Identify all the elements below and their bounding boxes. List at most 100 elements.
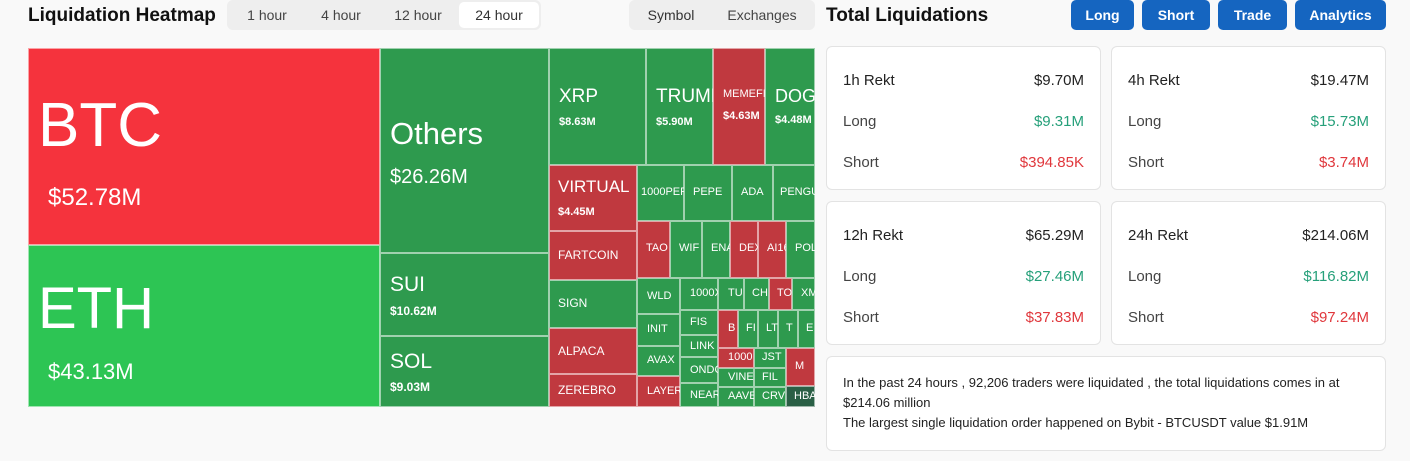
tile-label: NEAR xyxy=(690,389,718,401)
tile-label: TU xyxy=(728,287,743,299)
tile-fartcoin[interactable]: FARTCOIN xyxy=(549,231,637,280)
tile-wif[interactable]: WIF xyxy=(670,221,702,278)
tab-1-hour[interactable]: 1 hour xyxy=(247,7,287,23)
tile-tu[interactable]: TU xyxy=(718,278,744,310)
rekt-label: 4h Rekt xyxy=(1128,72,1180,89)
tile-sui[interactable]: SUI $10.62M xyxy=(380,253,549,336)
tile-t[interactable]: T xyxy=(778,310,798,348)
analytics-button[interactable]: Analytics xyxy=(1295,0,1386,30)
card-12h-rekt: 12h Rekt $65.29M Long $27.46M Short $37.83M xyxy=(826,201,1101,345)
time-range-tabs: 1 hour 4 hour 12 hour 24 hour xyxy=(227,0,541,30)
tile-label: VINE xyxy=(728,371,754,383)
tile-value: $26.26M xyxy=(390,166,468,188)
tile-xrp[interactable]: XRP $8.63M xyxy=(549,48,646,165)
tile-label: 1000 xyxy=(728,351,753,363)
tile-link[interactable]: LINK xyxy=(680,335,718,357)
tile-tao[interactable]: TAO xyxy=(637,221,670,278)
tile-others[interactable]: Others $26.26M xyxy=(380,48,549,253)
tile-btc[interactable]: BTC $52.78M xyxy=(28,48,380,245)
tile-pol[interactable]: POL xyxy=(786,221,815,278)
card-1h-rekt: 1h Rekt $9.70M Long $9.31M Short $394.85K xyxy=(826,46,1101,190)
tile-value: $4.63M xyxy=(723,110,760,122)
tile-layer[interactable]: LAYER xyxy=(637,376,680,407)
rekt-value: $9.70M xyxy=(1033,72,1084,89)
tile-m[interactable]: M xyxy=(786,348,815,386)
tile-dex[interactable]: DEX xyxy=(730,221,758,278)
long-value: $15.73M xyxy=(1310,113,1369,130)
short-button[interactable]: Short xyxy=(1142,0,1210,30)
tile-label: CH xyxy=(752,287,768,299)
tile-memefi[interactable]: MEMEFI $4.63M xyxy=(713,48,765,165)
tile-lt[interactable]: LT xyxy=(758,310,778,348)
tile-wld[interactable]: WLD xyxy=(637,278,680,314)
tile-to[interactable]: TO xyxy=(769,278,792,310)
tile-ena[interactable]: ENA xyxy=(702,221,730,278)
tile-1000pepe[interactable]: 1000PEPE xyxy=(637,165,684,221)
tab-24-hour[interactable]: 24 hour xyxy=(459,2,539,28)
tile-label: ETH xyxy=(38,276,154,341)
tile-alpaca[interactable]: ALPACA xyxy=(549,328,637,374)
tile-label: XM xyxy=(801,287,815,299)
tile-label: Others xyxy=(390,116,484,151)
tab-symbol[interactable]: Symbol xyxy=(631,2,711,28)
tile-ai16z[interactable]: AI16Z xyxy=(758,221,786,278)
trade-button[interactable]: Trade xyxy=(1218,0,1287,30)
tile-pepe[interactable]: PEPE xyxy=(684,165,732,221)
tile-sign[interactable]: SIGN xyxy=(549,280,637,328)
tab-4-hour[interactable]: 4 hour xyxy=(321,7,361,23)
tile-1000x[interactable]: 1000X xyxy=(680,278,718,310)
tile-ch[interactable]: CH xyxy=(744,278,769,310)
tile-label: LAYER xyxy=(647,385,680,397)
tile-label: MEMEFI xyxy=(723,88,765,100)
short-label: Short xyxy=(1128,309,1164,326)
tile-label: WIF xyxy=(679,242,700,254)
tile-value: $52.78M xyxy=(48,184,142,211)
tile-label: DEX xyxy=(739,242,758,254)
tile-doge[interactable]: DOGE $4.48M xyxy=(765,48,815,165)
tile-init[interactable]: INIT xyxy=(637,314,680,346)
tile-1000b[interactable]: 1000 xyxy=(718,348,754,368)
tile-jst[interactable]: JST xyxy=(754,348,786,368)
tile-fis[interactable]: FIS xyxy=(680,310,718,335)
tile-e[interactable]: E xyxy=(798,310,815,348)
tile-label: JST xyxy=(762,351,782,363)
tile-label: ZEREBRO xyxy=(558,383,617,397)
tile-label: 1000X xyxy=(690,287,718,299)
tile-fi[interactable]: FI xyxy=(738,310,758,348)
tab-12-hour[interactable]: 12 hour xyxy=(394,7,442,23)
tab-exchanges[interactable]: Exchanges xyxy=(727,7,797,23)
tile-fil[interactable]: FIL xyxy=(754,368,786,387)
tile-xm[interactable]: XM xyxy=(792,278,815,310)
short-label: Short xyxy=(843,309,879,326)
tile-near[interactable]: NEAR xyxy=(680,383,718,407)
tile-value: $10.62M xyxy=(390,304,437,318)
long-button[interactable]: Long xyxy=(1071,0,1134,30)
tile-label: POL xyxy=(795,242,815,254)
tile-avax[interactable]: AVAX xyxy=(637,346,680,376)
tile-label: VIRTUAL xyxy=(558,177,630,196)
tile-label: SIGN xyxy=(558,296,588,310)
tile-value: $4.45M xyxy=(558,206,595,218)
tile-b[interactable]: B xyxy=(718,310,738,348)
tile-label: HBAR xyxy=(794,390,815,402)
tile-aave[interactable]: AAVE xyxy=(718,387,754,407)
tile-ada[interactable]: ADA xyxy=(732,165,773,221)
tile-ondo[interactable]: ONDO xyxy=(680,357,718,383)
short-value: $97.24M xyxy=(1310,309,1369,326)
tile-virtual[interactable]: VIRTUAL $4.45M xyxy=(549,165,637,231)
total-liquidations-title: Total Liquidations xyxy=(826,5,989,26)
tile-eth[interactable]: ETH $43.13M xyxy=(28,245,380,407)
tile-hbar[interactable]: HBAR xyxy=(786,386,815,407)
tile-zerebro[interactable]: ZEREBRO xyxy=(549,374,637,407)
rekt-value: $19.47M xyxy=(1310,72,1369,89)
tile-value: $5.90M xyxy=(656,116,693,128)
tile-label: SOL xyxy=(390,350,433,373)
tile-trump[interactable]: TRUMP $5.90M xyxy=(646,48,713,165)
tile-sol[interactable]: SOL $9.03M xyxy=(380,336,549,407)
tile-pengu[interactable]: PENGU xyxy=(773,165,815,221)
tile-label: CRV xyxy=(762,390,786,402)
tile-crv[interactable]: CRV xyxy=(754,387,786,407)
tile-vine[interactable]: VINE xyxy=(718,368,754,387)
liquidation-summary: In the past 24 hours , 92,206 traders we… xyxy=(826,356,1386,451)
long-value: $9.31M xyxy=(1033,113,1084,130)
